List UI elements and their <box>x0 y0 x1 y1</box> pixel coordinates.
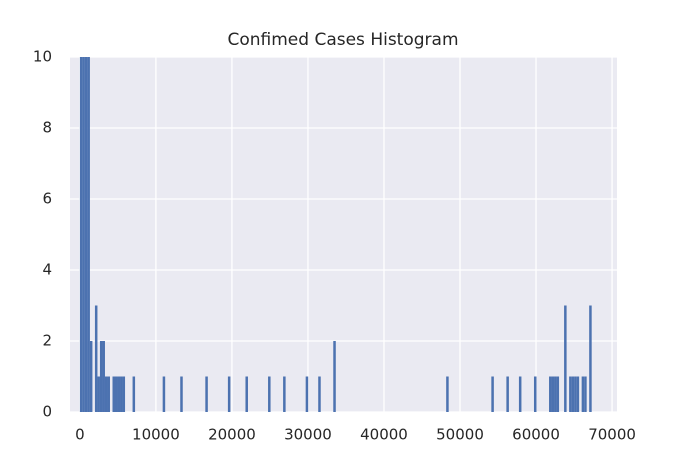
bar <box>584 376 587 412</box>
y-tick-label: 10 <box>33 48 52 66</box>
bar <box>99 341 103 412</box>
plot-area <box>70 57 617 412</box>
bar <box>571 376 575 412</box>
bar <box>318 376 321 412</box>
x-tick-label: 70000 <box>588 426 636 444</box>
chart-title: Confimed Cases Histogram <box>227 30 458 50</box>
bar <box>533 376 537 412</box>
bar <box>97 376 100 412</box>
x-tick-label: 10000 <box>132 426 180 444</box>
bar <box>162 376 166 412</box>
bar <box>491 376 494 412</box>
y-tick-label: 2 <box>42 332 52 350</box>
bar <box>268 376 271 412</box>
bar <box>245 376 248 412</box>
y-tick-label: 4 <box>42 261 52 279</box>
bar <box>551 376 555 412</box>
bar <box>117 376 121 412</box>
bar <box>549 376 552 412</box>
y-tick-label: 0 <box>42 403 52 421</box>
bar <box>446 376 449 412</box>
bar <box>333 341 336 412</box>
bar <box>180 376 183 412</box>
bar <box>506 376 509 412</box>
x-tick-label: 0 <box>75 426 85 444</box>
bar <box>581 376 585 412</box>
x-tick-label: 50000 <box>436 426 484 444</box>
bar <box>79 57 83 412</box>
bar <box>112 376 116 412</box>
y-tick-label: 8 <box>42 119 52 137</box>
x-tick-label: 40000 <box>360 426 408 444</box>
bar <box>227 376 231 412</box>
x-tick-label: 30000 <box>284 426 332 444</box>
x-tick-label: 60000 <box>512 426 560 444</box>
bar <box>84 57 88 412</box>
bar <box>556 376 560 412</box>
bar <box>205 376 208 412</box>
bar <box>102 341 105 412</box>
bar <box>569 376 572 412</box>
bar <box>564 305 567 412</box>
bar <box>94 305 98 412</box>
bar <box>104 376 108 412</box>
bar <box>283 376 286 412</box>
bar <box>122 376 126 412</box>
bar <box>89 341 93 412</box>
bar <box>87 57 90 412</box>
bar <box>115 376 118 412</box>
bar <box>132 376 136 412</box>
bar <box>518 376 522 412</box>
bar <box>574 376 577 412</box>
bar <box>576 376 580 412</box>
x-tick-label: 20000 <box>208 426 256 444</box>
bar <box>107 376 110 412</box>
bar <box>82 57 85 412</box>
grid <box>70 56 617 413</box>
bar <box>120 376 123 412</box>
bars <box>79 57 592 412</box>
bar <box>589 305 592 412</box>
y-tick-label: 6 <box>42 190 52 208</box>
bar <box>305 376 309 412</box>
bar <box>554 376 557 412</box>
